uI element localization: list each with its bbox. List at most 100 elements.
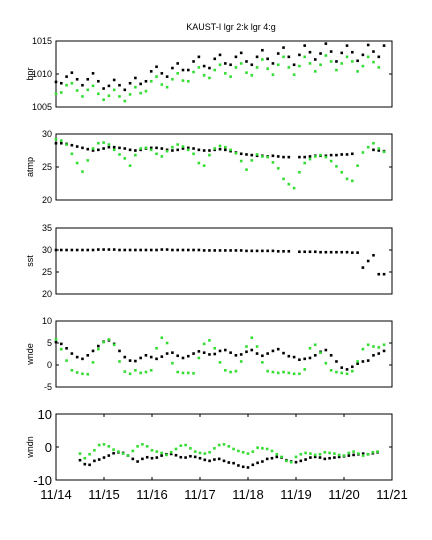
y-tick-label: 30 [42, 245, 52, 255]
data-point [149, 248, 153, 252]
data-point [139, 248, 142, 252]
data-point [145, 455, 149, 459]
data-point [299, 459, 303, 463]
data-point [155, 450, 159, 453]
data-point [208, 450, 211, 454]
data-point [224, 62, 227, 65]
data-point [319, 63, 322, 67]
data-point [351, 50, 354, 54]
data-point [197, 248, 201, 252]
data-point [351, 60, 354, 63]
data-point [160, 83, 164, 86]
data-point [88, 463, 91, 467]
data-point [134, 359, 137, 363]
subplot-atmp: 20 25 30 atmp [25, 129, 393, 205]
data-point [128, 372, 132, 376]
data-point [377, 55, 381, 59]
data-point [224, 145, 227, 149]
data-point [239, 353, 243, 356]
data-point [270, 449, 274, 453]
data-point [309, 452, 312, 455]
data-point [377, 346, 381, 349]
data-point [181, 248, 185, 252]
data-point [123, 355, 127, 359]
data-point [347, 451, 351, 455]
data-point [149, 146, 153, 150]
data-point [144, 354, 148, 357]
data-point [171, 361, 174, 365]
data-point [112, 343, 116, 347]
data-point [213, 458, 216, 461]
data-point [324, 348, 328, 352]
data-point [118, 153, 121, 156]
data-point [271, 161, 275, 164]
data-point [335, 68, 338, 72]
data-point [287, 182, 291, 186]
data-point [287, 55, 291, 59]
data-point [83, 462, 87, 466]
data-point [337, 453, 341, 457]
data-point [345, 177, 349, 181]
data-point [112, 451, 115, 455]
data-point [218, 349, 222, 353]
data-point [287, 354, 291, 358]
data-point [128, 93, 132, 96]
data-point [155, 357, 158, 361]
y-axis-label: wndn [25, 436, 35, 459]
data-point [303, 250, 306, 254]
data-point [54, 92, 58, 96]
data-point [328, 456, 331, 460]
data-point [382, 44, 386, 47]
data-point [345, 250, 349, 254]
data-point [118, 360, 121, 363]
data-point [377, 352, 381, 355]
data-point [309, 456, 312, 459]
data-point [165, 149, 169, 153]
data-point [303, 357, 306, 361]
data-point [107, 454, 111, 457]
data-point [123, 88, 127, 92]
data-point [333, 456, 336, 459]
data-point [193, 455, 197, 459]
data-point [81, 170, 84, 173]
data-point [229, 149, 232, 153]
data-point [270, 456, 274, 460]
data-point [141, 457, 144, 461]
data-point [128, 359, 132, 362]
data-point [366, 55, 370, 59]
data-point [203, 458, 207, 462]
axes-frame [55, 413, 393, 481]
data-point [155, 152, 158, 156]
data-point [136, 460, 139, 463]
data-point [213, 148, 217, 152]
data-point [131, 457, 135, 461]
subplot-sst: 20 25 30 35 sst [25, 223, 393, 299]
data-point [261, 58, 264, 61]
data-point [97, 458, 101, 461]
data-point [356, 70, 359, 73]
data-point [275, 452, 279, 456]
data-point [271, 249, 275, 253]
data-point [292, 355, 296, 359]
data-point [239, 159, 243, 163]
data-point [323, 450, 327, 454]
data-point [224, 368, 227, 372]
data-point [197, 66, 201, 69]
data-point [261, 447, 264, 450]
data-point [218, 361, 222, 364]
data-point [181, 371, 185, 375]
series-1 [54, 54, 381, 103]
data-point [59, 342, 63, 346]
data-point [218, 53, 222, 57]
data-point [65, 143, 68, 146]
data-point [181, 79, 185, 82]
data-point [229, 75, 232, 78]
data-point [107, 338, 111, 341]
x-tick-label: 11/19 [280, 487, 312, 502]
data-point [181, 147, 185, 150]
data-point [382, 349, 386, 353]
data-point [356, 164, 359, 167]
data-point [171, 149, 174, 152]
data-point [313, 155, 317, 158]
data-point [372, 50, 375, 53]
